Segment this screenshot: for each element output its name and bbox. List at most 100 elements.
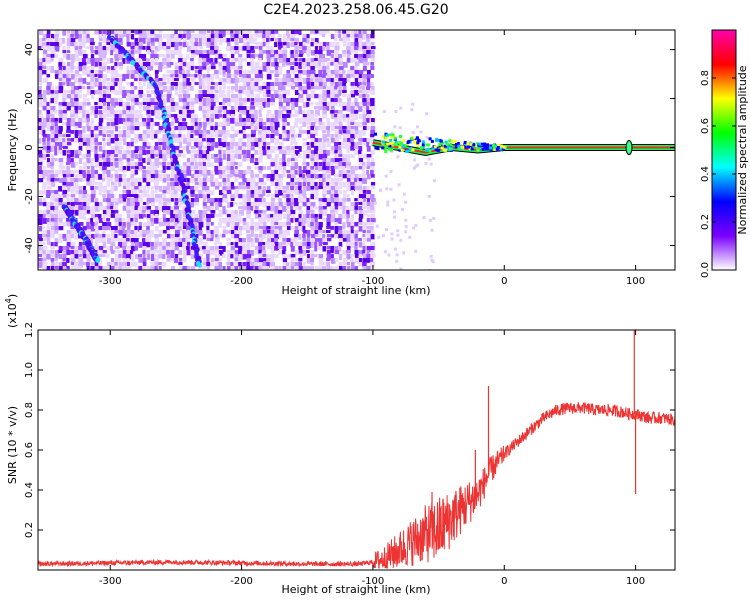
noise-cell: [250, 226, 254, 231]
noise-cell: [366, 250, 370, 256]
noise-cell: [126, 214, 131, 219]
noise-cell: [210, 62, 216, 66]
noise-cell: [182, 238, 186, 242]
noise-cell: [54, 118, 58, 122]
noise-cell: [226, 258, 231, 264]
noise-cell: [162, 178, 167, 183]
carrier-blob: [393, 136, 397, 140]
noise-cell: [338, 86, 343, 91]
noise-cell: [242, 202, 246, 207]
noise-cell: [66, 258, 70, 263]
noise-cell: [190, 34, 196, 39]
noise-cell: [138, 182, 142, 188]
noise-cell: [266, 146, 271, 150]
noise-cell: [214, 258, 220, 262]
noise-cell: [370, 86, 375, 92]
noise-cell: [286, 202, 292, 207]
noise-cell: [274, 190, 279, 195]
noise-cell: [90, 162, 94, 167]
noise-cell: [206, 82, 211, 88]
noise-cell: [210, 134, 215, 138]
noise-cell: [346, 74, 351, 79]
noise-cell: [190, 122, 195, 127]
y-tick-label: -20: [24, 188, 35, 204]
noise-cell: [90, 86, 94, 90]
noise-cell: [254, 210, 259, 214]
noise-cell: [130, 66, 134, 72]
noise-cell: [110, 42, 115, 47]
noise-cell: [130, 126, 135, 131]
noise-cell: [396, 233, 400, 237]
noise-cell: [366, 90, 371, 94]
noise-cell: [210, 262, 214, 267]
noise-cell: [198, 158, 202, 163]
carrier-blob: [454, 142, 458, 146]
noise-cell: [266, 122, 271, 126]
noise-cell: [242, 238, 246, 243]
noise-cell: [318, 262, 324, 266]
noise-cell: [42, 42, 47, 48]
noise-cell: [122, 190, 127, 194]
noise-cell: [404, 225, 408, 229]
noise-cell: [114, 158, 119, 162]
noise-cell: [178, 214, 182, 219]
noise-cell: [290, 70, 296, 74]
noise-cell: [186, 62, 191, 67]
noise-cell: [354, 142, 359, 147]
noise-cell: [146, 178, 151, 184]
noise-cell: [274, 194, 280, 198]
noise-cell: [318, 50, 323, 55]
noise-cell: [250, 178, 256, 183]
noise-cell: [322, 114, 327, 119]
noise-cell: [322, 202, 328, 206]
noise-cell: [254, 194, 259, 200]
noise-cell: [98, 94, 102, 98]
noise-cell: [70, 110, 75, 115]
noise-cell: [318, 106, 323, 111]
noise-cell: [250, 66, 256, 72]
noise-cell: [158, 194, 162, 199]
noise-cell: [166, 150, 170, 155]
noise-cell: [78, 194, 83, 198]
noise-cell: [38, 166, 43, 171]
noise-cell: [162, 250, 168, 255]
noise-cell: [78, 190, 83, 196]
noise-cell: [326, 254, 332, 260]
noise-cell: [78, 138, 83, 143]
noise-cell: [294, 62, 299, 67]
noise-cell: [106, 58, 112, 64]
noise-cell: [126, 74, 130, 79]
noise-cell: [298, 250, 303, 254]
noise-cell: [278, 38, 282, 43]
noise-cell: [122, 174, 127, 178]
noise-cell: [318, 58, 323, 63]
noise-cell: [162, 74, 167, 80]
noise-cell: [214, 126, 218, 132]
noise-cell: [310, 150, 316, 156]
noise-cell: [242, 154, 248, 160]
noise-cell: [230, 66, 235, 70]
noise-cell: [358, 74, 362, 79]
noise-cell: [334, 62, 339, 67]
noise-cell: [206, 250, 211, 256]
noise-cell: [102, 102, 106, 106]
noise-cell: [250, 218, 254, 224]
noise-cell: [194, 174, 199, 179]
noise-cell: [370, 186, 376, 190]
noise-cell: [42, 150, 47, 154]
noise-cell: [266, 74, 272, 80]
noise-cell: [362, 222, 367, 228]
noise-cell: [130, 110, 135, 115]
noise-cell: [290, 42, 296, 47]
noise-cell: [186, 126, 191, 131]
noise-cell: [206, 102, 211, 108]
noise-cell: [190, 118, 195, 123]
noise-cell: [222, 210, 228, 215]
noise-cell: [146, 30, 152, 36]
noise-cell: [258, 114, 262, 118]
noise-cell: [146, 50, 150, 55]
noise-cell: [98, 126, 103, 130]
noise-cell: [238, 118, 244, 123]
noise-cell: [146, 34, 152, 40]
noise-cell: [222, 62, 228, 68]
